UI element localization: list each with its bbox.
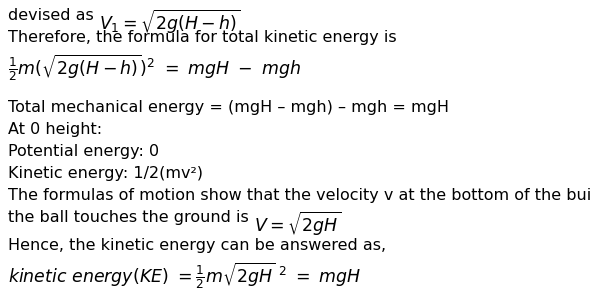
Text: Potential energy: 0: Potential energy: 0 — [8, 144, 159, 159]
Text: $V_1 = \sqrt{2g(H - h)}$: $V_1 = \sqrt{2g(H - h)}$ — [99, 8, 241, 36]
Text: Hence, the kinetic energy can be answered as,: Hence, the kinetic energy can be answere… — [8, 238, 386, 253]
Text: $V = \sqrt{2gH}$: $V = \sqrt{2gH}$ — [254, 210, 341, 238]
Text: devised as: devised as — [8, 8, 99, 23]
Text: The formulas of motion show that the velocity v at the bottom of the building, j: The formulas of motion show that the vel… — [8, 188, 590, 203]
Text: $\frac{1}{2}m(\sqrt{2g(H-h)})^{2} \ = \ mgH \ - \ mgh$: $\frac{1}{2}m(\sqrt{2g(H-h)})^{2} \ = \ … — [8, 52, 301, 83]
Text: Kinetic energy: 1/2(mv²): Kinetic energy: 1/2(mv²) — [8, 166, 203, 181]
Text: At 0 height:: At 0 height: — [8, 122, 102, 137]
Text: the ball touches the ground is: the ball touches the ground is — [8, 210, 254, 225]
Text: Total mechanical energy = (mgH – mgh) – mgh = mgH: Total mechanical energy = (mgH – mgh) – … — [8, 100, 449, 115]
Text: Therefore, the formula for total kinetic energy is: Therefore, the formula for total kinetic… — [8, 30, 396, 45]
Text: $\mathit{kinetic\ energy(KE)} \ = \frac{1}{2}m\sqrt{2gH}^{\ 2} \ = \ mgH$: $\mathit{kinetic\ energy(KE)} \ = \frac{… — [8, 260, 362, 291]
